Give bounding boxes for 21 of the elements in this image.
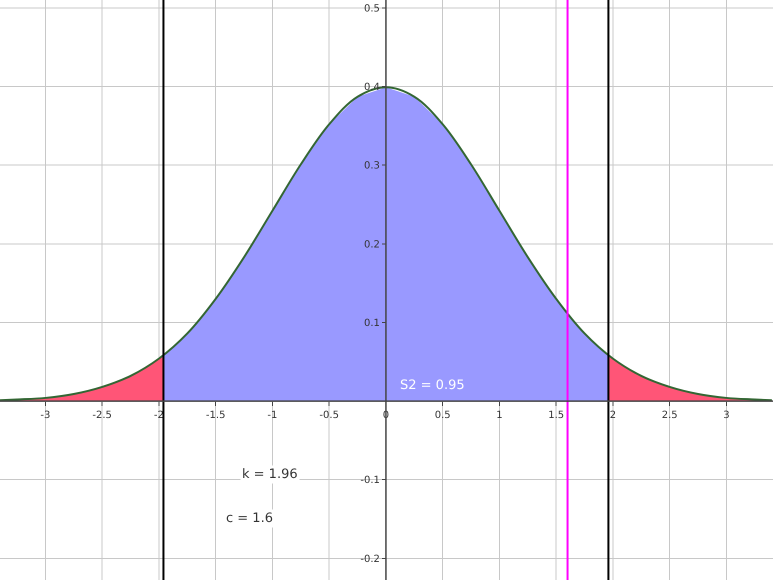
y-tick-label: -0.2 <box>360 554 380 565</box>
x-tick-label: 0.5 <box>434 410 451 422</box>
x-tick-label: -0.5 <box>319 410 339 422</box>
x-tick-label: 1.5 <box>548 410 564 422</box>
y-tick-label: 0.2 <box>364 239 380 250</box>
x-tick-label: -1 <box>267 410 278 422</box>
y-tick-label: 0.1 <box>364 318 380 329</box>
x-tick-label: -2 <box>154 410 164 422</box>
annotation: S2 = 0.95 <box>400 378 465 393</box>
y-tick-label: -0.1 <box>360 475 380 486</box>
y-tick-label: 0.3 <box>364 160 380 172</box>
y-tick-label: 0.5 <box>364 3 380 14</box>
x-tick-label: 1 <box>496 410 503 422</box>
x-tick-label: -3 <box>40 410 50 422</box>
x-tick-label: 3 <box>723 410 730 422</box>
x-tick-label: 2 <box>610 410 616 422</box>
annotation: k = 1.96 <box>242 467 298 482</box>
x-tick-label: 2.5 <box>662 410 678 422</box>
x-tick-label: -1.5 <box>206 410 226 422</box>
x-tick-label: -2.5 <box>92 410 112 422</box>
annotation: c = 1.6 <box>226 511 273 526</box>
